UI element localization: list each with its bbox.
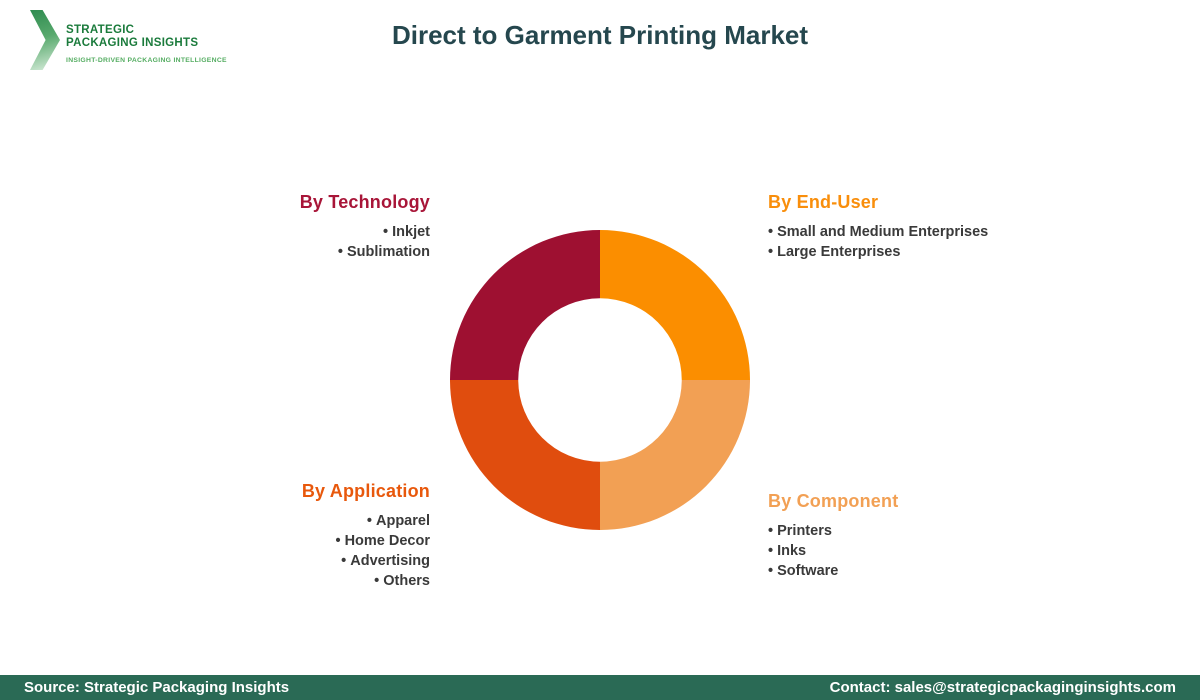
list-item: Large Enterprises: [768, 242, 988, 262]
brand-text: STRATEGIC PACKAGING INSIGHTS INSIGHT-DRI…: [66, 16, 227, 64]
footer-contact-text: Contact: sales@strategicpackaginginsight…: [829, 679, 1176, 696]
section-heading-technology: By Technology: [299, 192, 430, 212]
donut-segment-end-user: [600, 230, 750, 380]
brand-tagline: INSIGHT-DRIVEN PACKAGING INTELLIGENCE: [66, 57, 227, 64]
section-heading-end-user: By End-User: [768, 192, 879, 212]
donut-segment-technology: [450, 230, 600, 380]
donut-chart-svg: [450, 230, 750, 530]
section-heading-component: By Component: [768, 491, 899, 511]
donut-segment-application: [450, 380, 600, 530]
section-by-component: By Component Printers Inks Software: [768, 491, 898, 581]
list-item: Others: [302, 571, 430, 591]
list-item: Advertising: [302, 551, 430, 571]
list-item: Apparel: [302, 511, 430, 531]
donut-segment-component: [600, 380, 750, 530]
donut-chart: [450, 230, 750, 530]
section-list-technology: Inkjet Sublimation: [300, 222, 430, 262]
section-by-technology: By Technology Inkjet Sublimation: [300, 192, 430, 262]
section-list-end-user: Small and Medium Enterprises Large Enter…: [768, 222, 988, 262]
footer-source-text: Source: Strategic Packaging Insights: [24, 679, 290, 696]
section-list-component: Printers Inks Software: [768, 521, 898, 581]
brand-logo: STRATEGIC PACKAGING INSIGHTS INSIGHT-DRI…: [30, 10, 227, 70]
section-by-application: By Application Apparel Home Decor Advert…: [302, 481, 430, 591]
brand-name-line2: PACKAGING INSIGHTS: [66, 37, 199, 49]
list-item: Small and Medium Enterprises: [768, 222, 988, 242]
section-by-end-user: By End-User Small and Medium Enterprises…: [768, 192, 988, 262]
section-heading-application: By Application: [301, 481, 430, 501]
footer-bar: Source: Strategic Packaging Insights Con…: [0, 675, 1200, 700]
list-item: Inkjet: [300, 222, 430, 242]
section-list-application: Apparel Home Decor Advertising Others: [302, 511, 430, 591]
list-item: Sublimation: [300, 242, 430, 262]
brand-name-line1: STRATEGIC: [66, 24, 135, 36]
page-title: Direct to Garment Printing Market: [391, 20, 809, 50]
list-item: Inks: [768, 541, 898, 561]
list-item: Software: [768, 561, 898, 581]
list-item: Home Decor: [302, 531, 430, 551]
list-item: Printers: [768, 521, 898, 541]
